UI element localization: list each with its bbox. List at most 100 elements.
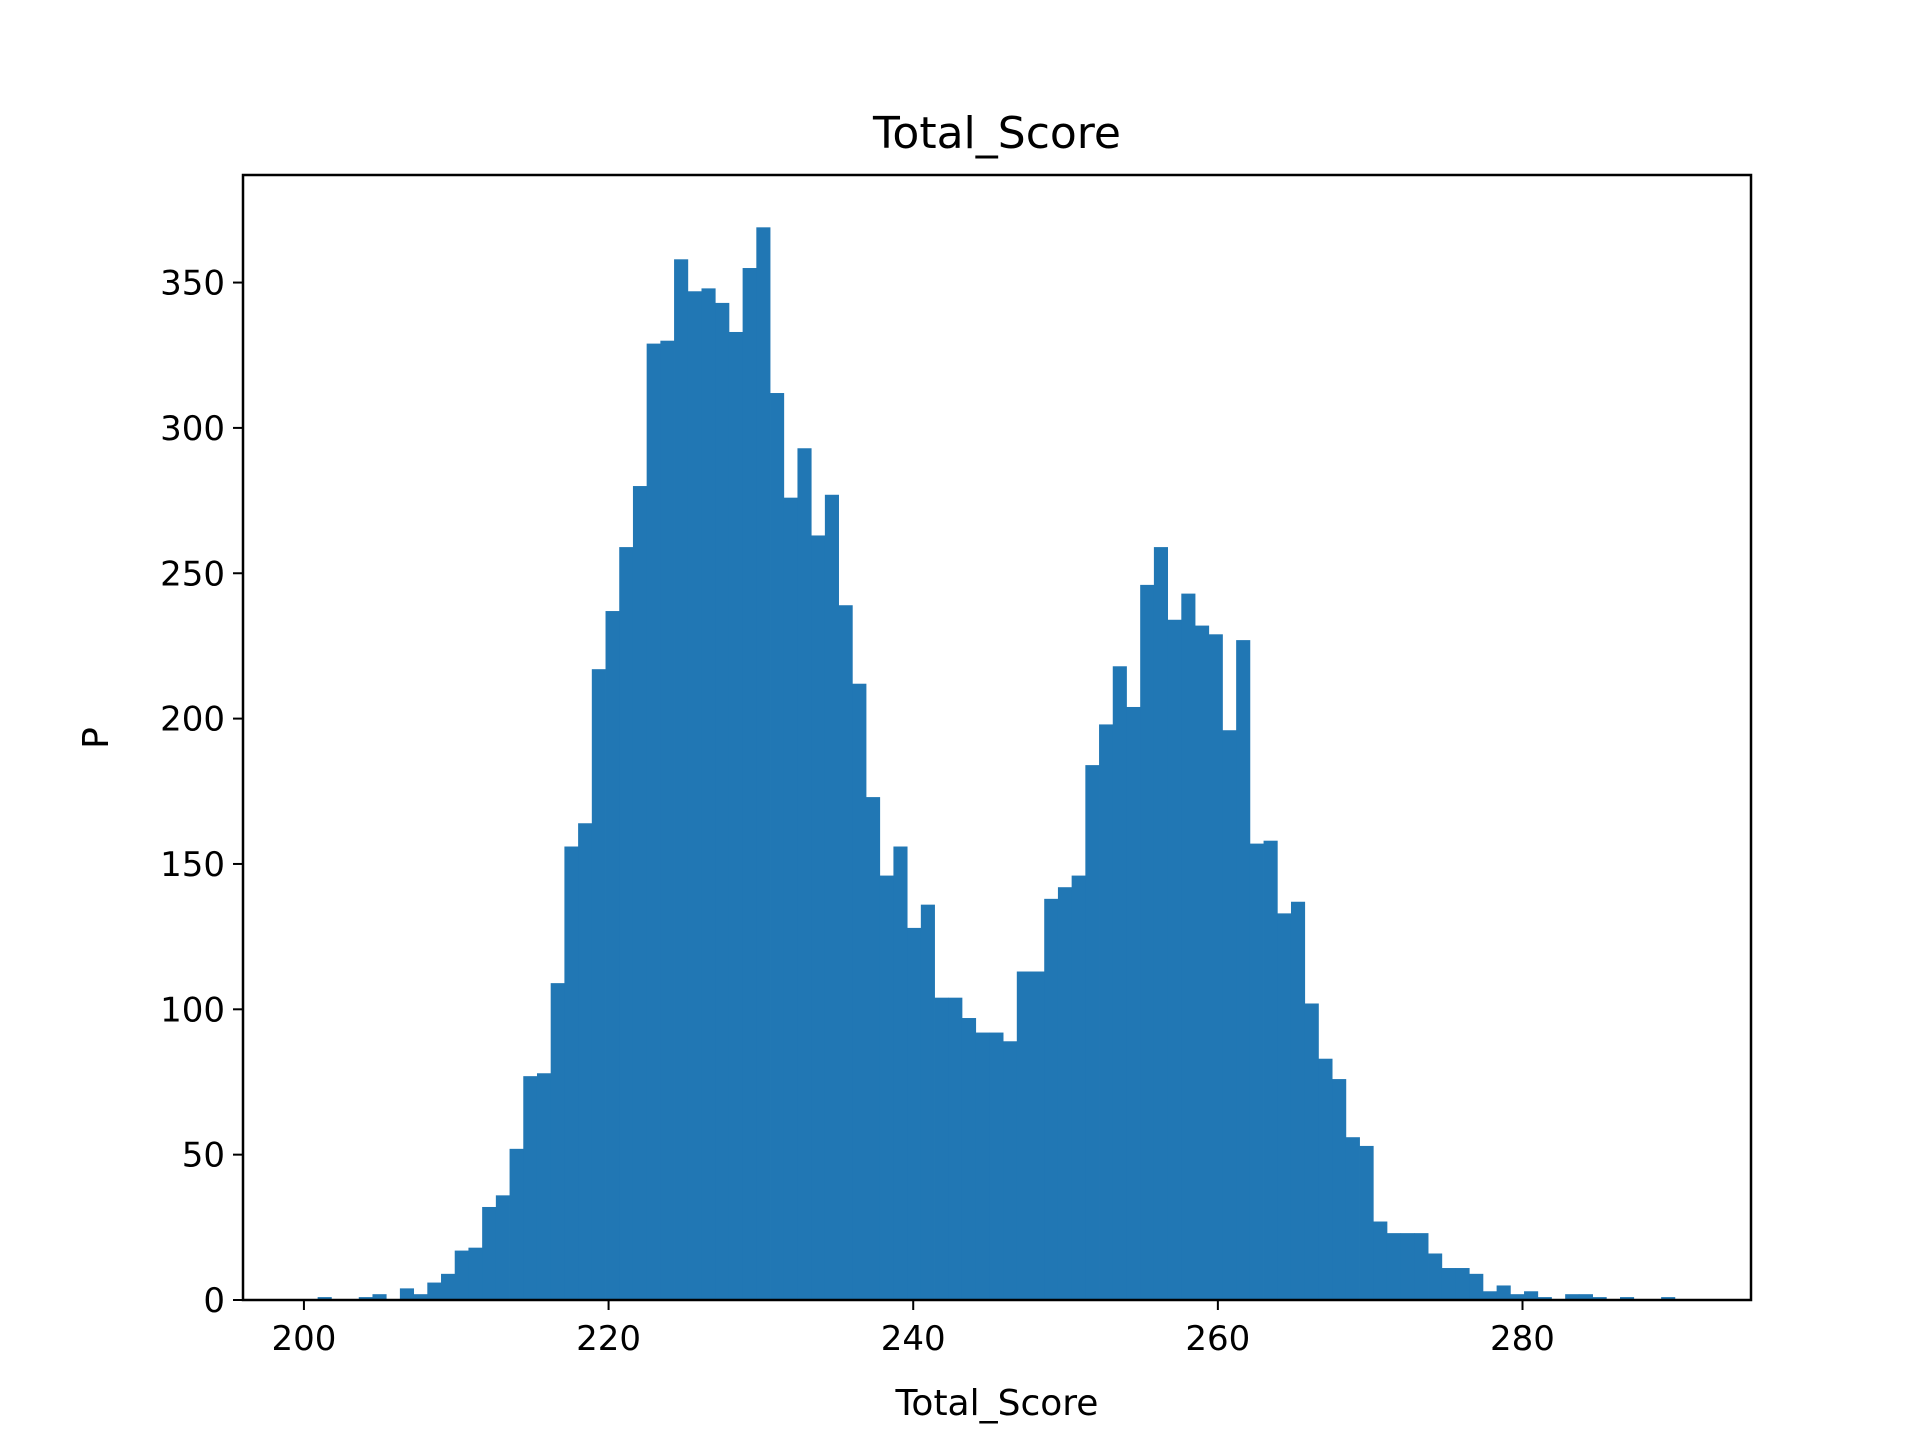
histogram-bar — [975, 1032, 990, 1300]
histogram-bar — [509, 1148, 524, 1300]
x-tick-label: 260 — [1185, 1319, 1250, 1359]
histogram-bar — [495, 1195, 510, 1300]
histogram-bar — [482, 1206, 497, 1300]
histogram-bar — [1071, 875, 1086, 1300]
histogram-bar — [468, 1247, 483, 1300]
histogram-bar — [1414, 1233, 1429, 1300]
histogram-bar — [1359, 1145, 1374, 1300]
histogram-bar — [1565, 1294, 1580, 1300]
y-tick-label: 0 — [203, 1281, 225, 1321]
x-tick-label: 220 — [576, 1319, 641, 1359]
histogram-bar — [989, 1032, 1004, 1300]
histogram-bar — [756, 227, 771, 1301]
histogram-bar — [728, 331, 744, 1300]
histogram-bar — [1496, 1285, 1511, 1300]
histogram-bar — [961, 1018, 977, 1300]
histogram-bar — [372, 1294, 387, 1300]
histogram-bar — [578, 823, 593, 1300]
histogram-bar — [687, 291, 702, 1301]
histogram-bar — [879, 875, 894, 1300]
y-tick-label: 50 — [182, 1136, 225, 1176]
histogram-bar — [797, 448, 812, 1300]
histogram-bar — [674, 259, 689, 1300]
histogram-bar — [1469, 1273, 1484, 1300]
histogram-bar — [852, 683, 867, 1300]
histogram-bar — [536, 1073, 552, 1300]
histogram-bar — [660, 340, 675, 1301]
histogram-bar — [1428, 1253, 1443, 1300]
y-tick-label: 350 — [160, 264, 225, 304]
histogram-bar — [1386, 1233, 1402, 1300]
histogram-bar — [1236, 640, 1251, 1300]
histogram-bar — [1263, 840, 1278, 1300]
histogram-bar — [715, 302, 730, 1300]
histogram-bar — [742, 268, 757, 1301]
histogram-bar — [1126, 706, 1141, 1300]
histogram-bar — [1195, 625, 1210, 1300]
histogram-bar — [1057, 887, 1073, 1300]
x-axis-label: Total_Score — [895, 1383, 1099, 1424]
histogram-bar — [1620, 1297, 1635, 1300]
histogram-bar — [1099, 724, 1114, 1300]
histogram-bar — [893, 846, 908, 1300]
histogram-bar — [1332, 1079, 1347, 1300]
histogram-bar — [1578, 1294, 1593, 1300]
histogram-bar — [454, 1250, 469, 1300]
histogram-bar — [701, 288, 716, 1301]
histogram-bar — [1030, 971, 1045, 1300]
x-axis: 200 220 240 260 280 — [271, 1300, 1555, 1359]
histogram-bar — [358, 1297, 373, 1300]
histogram-bar — [427, 1282, 442, 1300]
histogram-bar — [1661, 1297, 1676, 1300]
histogram-bar — [783, 497, 798, 1300]
histogram-bar — [632, 486, 648, 1300]
histogram-bar — [866, 797, 881, 1300]
histogram-bar — [413, 1294, 428, 1300]
histogram-bar — [1140, 584, 1155, 1300]
histogram-bar — [1318, 1058, 1333, 1300]
histogram-bar — [399, 1288, 415, 1300]
histogram-bar — [523, 1076, 538, 1300]
plot-frame — [241, 173, 1753, 1302]
histogram-bar — [1112, 666, 1127, 1300]
y-tick-label: 100 — [160, 990, 225, 1030]
histogram-bars — [317, 227, 1676, 1301]
histogram-bar — [1482, 1291, 1498, 1300]
histogram-bar — [1085, 765, 1100, 1300]
histogram-bar — [1044, 898, 1059, 1300]
histogram-bar — [1222, 730, 1237, 1300]
histogram-bar — [646, 343, 661, 1301]
histogram-bar — [1277, 913, 1292, 1300]
y-tick-label: 250 — [160, 554, 225, 594]
histogram-bar — [934, 997, 949, 1300]
histogram-bar — [770, 393, 785, 1300]
histogram-bar — [920, 904, 935, 1300]
histogram-bar — [1345, 1137, 1360, 1300]
histogram-bar — [1304, 1003, 1319, 1300]
chart-title: Total_Score — [872, 108, 1121, 159]
histogram-bar — [824, 494, 839, 1300]
histogram-bar — [441, 1273, 456, 1300]
histogram-bar — [1400, 1233, 1415, 1300]
histogram-bar — [948, 997, 963, 1300]
histogram-bar — [619, 547, 634, 1300]
histogram-bar — [1441, 1268, 1456, 1300]
histogram-bar — [907, 927, 922, 1300]
histogram-bar — [1524, 1291, 1539, 1300]
histogram-bar — [1016, 971, 1031, 1300]
histogram-bar — [317, 1297, 332, 1300]
histogram-bar — [1003, 1041, 1018, 1300]
histogram-bar — [1373, 1221, 1388, 1300]
histogram-bar — [1510, 1294, 1525, 1300]
y-tick-label: 300 — [160, 409, 225, 449]
histogram-bar — [550, 983, 565, 1300]
histogram-bar — [838, 605, 853, 1300]
histogram-bar — [591, 669, 606, 1300]
y-tick-label: 200 — [160, 700, 225, 740]
histogram-bar — [605, 611, 620, 1300]
histogram-bar — [1537, 1297, 1552, 1300]
histogram-bar — [1167, 619, 1182, 1300]
x-tick-label: 240 — [881, 1319, 946, 1359]
histogram-bar — [1208, 634, 1223, 1300]
